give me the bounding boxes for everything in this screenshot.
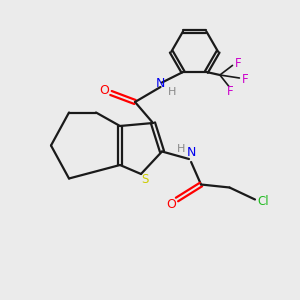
Text: O: O bbox=[100, 84, 109, 98]
Text: N: N bbox=[155, 77, 165, 90]
Text: F: F bbox=[235, 57, 241, 70]
Text: F: F bbox=[242, 73, 249, 86]
Text: N: N bbox=[187, 146, 196, 159]
Text: H: H bbox=[176, 144, 185, 154]
Text: Cl: Cl bbox=[258, 195, 269, 208]
Text: F: F bbox=[227, 85, 234, 98]
Text: O: O bbox=[167, 198, 176, 212]
Text: S: S bbox=[141, 173, 148, 186]
Text: H: H bbox=[168, 87, 176, 98]
